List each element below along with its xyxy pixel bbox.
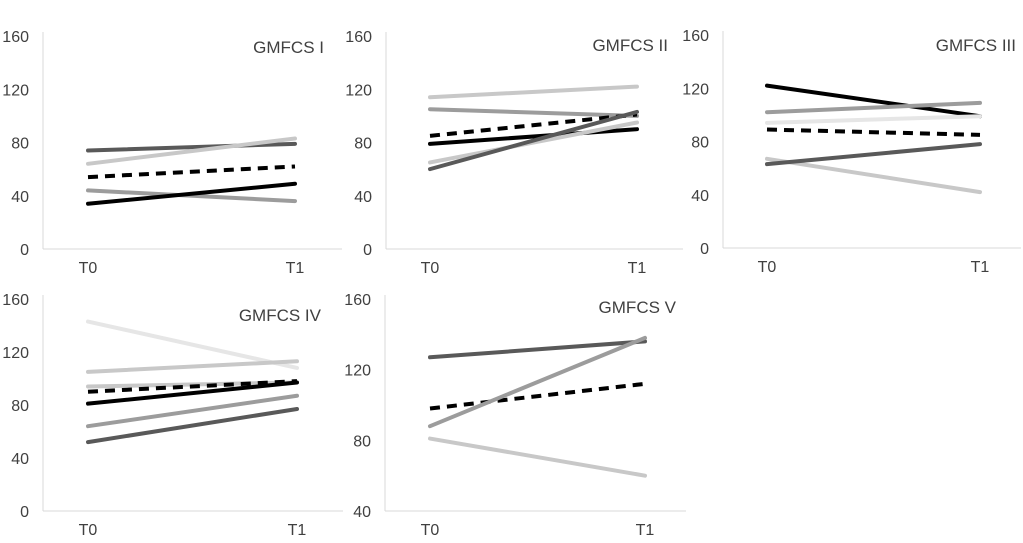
series-line-2 (429, 381, 646, 411)
series-line-4 (766, 127, 981, 137)
y-tick-label: 40 (353, 504, 371, 521)
x-tick-label: T0 (79, 522, 98, 539)
series-line-4 (428, 436, 647, 478)
x-tick-label: T0 (421, 522, 440, 539)
y-tick-label: 0 (700, 241, 709, 258)
y-tick-label: 0 (20, 504, 29, 521)
y-tick-label: 160 (345, 29, 372, 46)
y-tick-label: 120 (2, 345, 29, 362)
series-line-7 (86, 406, 299, 445)
series-line-3 (765, 114, 982, 125)
series-line-5 (86, 181, 297, 206)
chart-panel-4: 0 40 80 120 160 T0 T1 GMFCS IV (2, 292, 343, 539)
series-line-5 (86, 380, 299, 406)
y-tick-label: 80 (11, 398, 29, 415)
y-tick-label: 0 (20, 242, 29, 259)
y-tick-label: 120 (345, 82, 372, 99)
series-line-5 (765, 156, 982, 195)
y-tick-label: 160 (344, 292, 371, 309)
y-tick-label: 160 (682, 28, 709, 45)
y-tick-label: 80 (353, 433, 371, 450)
chart-title: GMFCS III (936, 36, 1016, 55)
series-line-6 (765, 142, 982, 167)
series-line-1 (86, 319, 299, 370)
y-tick-label: 160 (2, 29, 29, 46)
x-tick-label: T1 (286, 260, 305, 277)
y-tick-label: 40 (11, 189, 29, 206)
y-tick-label: 80 (354, 136, 372, 153)
y-tick-label: 40 (691, 188, 709, 205)
y-tick-label: 40 (354, 189, 372, 206)
series-line-3 (428, 335, 647, 429)
chart-title: GMFCS I (253, 38, 324, 57)
series-line-2 (428, 107, 639, 118)
y-tick-label: 160 (2, 292, 29, 309)
chart-panel-3: 0 40 80 120 160 T0 T1 GMFCS III (682, 28, 1021, 276)
series-line-6 (428, 109, 639, 172)
series-line-1 (428, 339, 647, 360)
series-line-1 (86, 141, 297, 153)
chart-panel-5: 40 80 120 160 T0 T1 GMFCS V (344, 292, 686, 539)
x-tick-label: T0 (79, 260, 98, 277)
series-line-2 (86, 359, 299, 374)
series-line-6 (86, 393, 299, 429)
y-tick-label: 120 (344, 363, 371, 380)
y-tick-label: 80 (11, 136, 29, 153)
series-line-1 (765, 83, 982, 119)
series-line-4 (87, 379, 298, 394)
chart-panel-2: 0 40 80 120 160 T0 T1 GMFCS II (345, 29, 683, 277)
chart-title: GMFCS II (592, 36, 668, 55)
y-tick-label: 40 (11, 451, 29, 468)
chart-panel-1: 0 40 80 120 160 T0 T1 GMFCS I (2, 29, 342, 277)
x-tick-label: T1 (971, 259, 990, 276)
x-tick-label: T1 (628, 260, 647, 277)
y-tick-label: 80 (691, 135, 709, 152)
chart-title: GMFCS V (599, 298, 677, 317)
series-line-2 (86, 136, 297, 166)
x-tick-label: T1 (636, 522, 655, 539)
series-line-2 (765, 100, 982, 115)
x-tick-label: T1 (288, 522, 307, 539)
y-tick-label: 120 (682, 81, 709, 98)
series-line-4 (428, 127, 639, 146)
y-tick-label: 120 (2, 82, 29, 99)
x-tick-label: T0 (421, 260, 440, 277)
series-line-1 (428, 84, 639, 100)
x-tick-label: T0 (758, 259, 777, 276)
series-line-3 (87, 164, 296, 180)
y-tick-label: 0 (363, 242, 372, 259)
chart-title: GMFCS IV (239, 306, 322, 325)
series-line-3 (429, 112, 638, 138)
